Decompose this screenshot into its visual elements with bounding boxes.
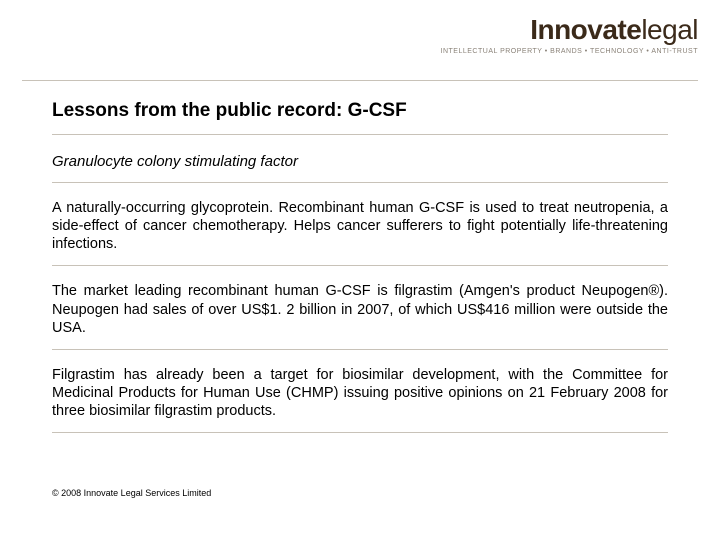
page-subtitle: Granulocyte colony stimulating factor (52, 135, 668, 183)
tagline: INTELLECTUAL PROPERTY • BRANDS • TECHNOL… (441, 48, 698, 55)
paragraph-2: The market leading recombinant human G-C… (52, 266, 668, 349)
logo-bold: Innovate (530, 14, 641, 45)
header: Innovatelegal INTELLECTUAL PROPERTY • BR… (441, 14, 698, 55)
paragraph-1: A naturally-occurring glycoprotein. Reco… (52, 183, 668, 266)
page-title: Lessons from the public record: G-CSF (52, 100, 668, 135)
divider-top (22, 80, 698, 81)
content-area: Lessons from the public record: G-CSF Gr… (52, 100, 668, 433)
paragraph-3: Filgrastim has already been a target for… (52, 350, 668, 433)
copyright: © 2008 Innovate Legal Services Limited (52, 488, 211, 498)
logo: Innovatelegal (441, 14, 698, 46)
logo-light: legal (641, 14, 698, 45)
slide-page: Innovatelegal INTELLECTUAL PROPERTY • BR… (0, 0, 720, 540)
